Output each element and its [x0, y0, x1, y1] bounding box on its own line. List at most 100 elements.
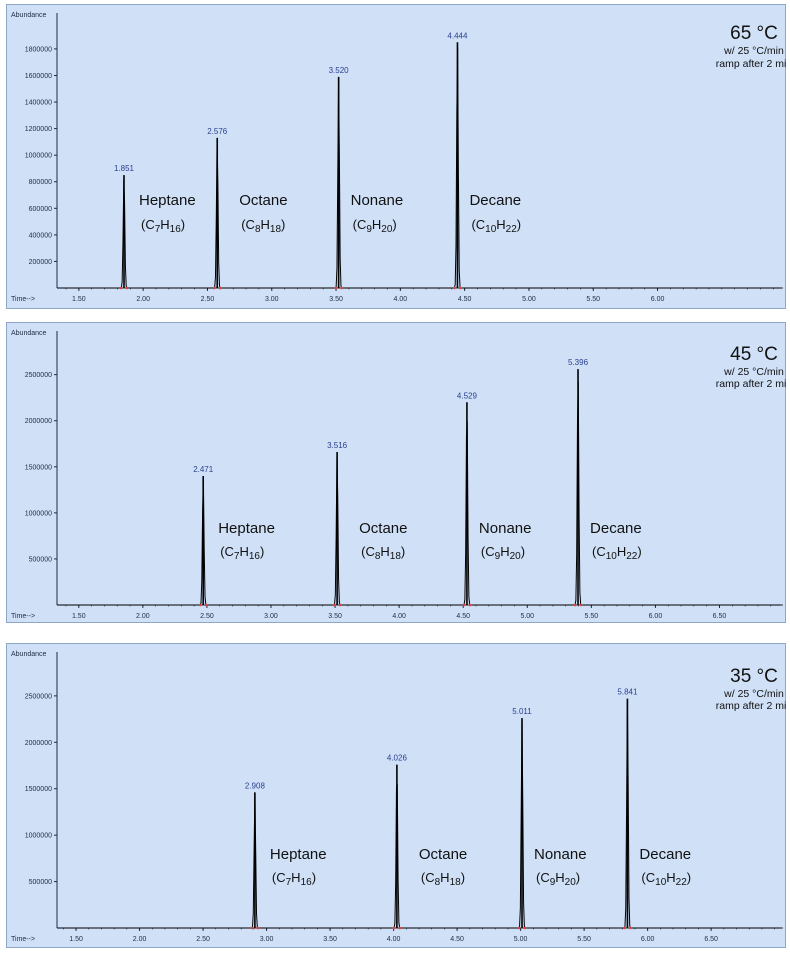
- peak-label: 5.011: [512, 707, 532, 716]
- oven-temperature: 45 °C: [730, 344, 778, 365]
- peak-start-marker: [453, 286, 456, 290]
- compound-formula: (C8H18): [421, 870, 465, 888]
- y-tick-label: 500000: [29, 879, 52, 886]
- x-tick-label: 4.00: [387, 936, 401, 943]
- peak-end-marker: [256, 926, 260, 930]
- peak-label: 2.576: [207, 127, 228, 136]
- peak-end-marker: [218, 286, 222, 290]
- peak-end-marker: [338, 603, 342, 607]
- oven-temperature: 35 °C: [730, 666, 778, 687]
- peak-start-marker: [517, 926, 521, 930]
- y-tick-label: 1000000: [25, 833, 52, 840]
- compound-formula: (C10H22): [592, 544, 642, 562]
- y-tick-label: 600000: [29, 206, 52, 213]
- peak-start-marker: [250, 926, 254, 930]
- x-tick-label: 5.00: [514, 936, 528, 943]
- compound-formula: (C8H18): [361, 544, 405, 562]
- x-tick-label: 5.50: [577, 936, 591, 943]
- x-tick-label: 5.50: [585, 613, 599, 620]
- compound-name: Decane: [590, 520, 642, 537]
- peak-end-marker: [204, 603, 208, 607]
- x-tick-label: 3.50: [328, 613, 342, 620]
- x-tick-label: 6.00: [651, 296, 665, 303]
- x-tick-label: 2.00: [136, 613, 150, 620]
- peak-label: 4.026: [387, 754, 408, 763]
- y-tick-label: 2500000: [25, 693, 52, 700]
- x-tick-label: 1.50: [72, 296, 86, 303]
- peak-label: 1.851: [114, 164, 135, 173]
- x-tick-label: 5.00: [522, 296, 536, 303]
- chromatogram-trace: [57, 381, 781, 606]
- peak-end-marker: [468, 603, 472, 607]
- y-tick-label: 500000: [29, 556, 52, 563]
- peak-label: 2.471: [193, 465, 214, 474]
- y-axis-title: Abundance: [11, 12, 47, 19]
- x-tick-label: 4.50: [458, 296, 472, 303]
- chart-svg: Abundance Time--> 200000 400000 600000 800000…: [11, 12, 787, 303]
- y-axis-title: Abundance: [11, 330, 47, 337]
- compound-name: Decane: [639, 846, 691, 863]
- x-tick-label: 3.50: [323, 936, 337, 943]
- peak-start-marker: [212, 286, 216, 290]
- compound-formula: (C10H22): [641, 870, 691, 888]
- compound-name: Decane: [469, 192, 521, 209]
- y-tick-label: 1800000: [25, 46, 52, 53]
- compound-formula: (C9H20): [481, 544, 525, 562]
- compound-formula: (C7H16): [141, 217, 185, 235]
- peak-start-marker: [334, 286, 337, 290]
- y-tick-label: 1000000: [25, 510, 52, 517]
- chromatogram-trace: [57, 47, 781, 289]
- y-tick-label: 2500000: [25, 372, 52, 379]
- x-tick-label: 5.50: [586, 296, 600, 303]
- compound-name: Nonane: [534, 846, 587, 863]
- compound-name: Heptane: [218, 520, 275, 537]
- chromatogram-panel-65c: Abundance Time--> 200000 400000 600000 800000…: [6, 4, 787, 309]
- compound-formula: (C9H20): [536, 870, 580, 888]
- x-axis-title: Time-->: [11, 936, 35, 943]
- ramp-rate: w/ 25 °C/min: [723, 45, 784, 57]
- peak-start-marker: [119, 286, 123, 290]
- x-axis-title: Time-->: [11, 296, 35, 303]
- x-tick-label: 2.50: [201, 296, 215, 303]
- compound-name: Nonane: [479, 520, 532, 537]
- peak-end-marker: [398, 926, 402, 930]
- chromatogram-panel-45c: Abundance Time--> 500000 1000000 1500000 2000…: [6, 322, 787, 623]
- chromatogram-trace: [57, 700, 781, 929]
- peak-end-marker: [125, 286, 129, 290]
- ramp-delay: ramp after 2 min: [716, 58, 787, 70]
- ramp-rate: w/ 25 °C/min: [723, 688, 784, 700]
- compound-name: Octane: [239, 192, 287, 209]
- x-tick-label: 4.00: [394, 296, 408, 303]
- compound-name: Octane: [419, 846, 467, 863]
- y-tick-label: 1500000: [25, 464, 52, 471]
- ramp-delay: ramp after 2 min: [716, 700, 787, 712]
- y-tick-label: 2000000: [25, 740, 52, 747]
- peak-label: 5.396: [568, 358, 589, 367]
- peak-end-marker: [579, 603, 583, 607]
- peak-start-marker: [198, 603, 202, 607]
- chart-svg: Abundance Time--> 500000 1000000 1500000 2000…: [11, 651, 787, 943]
- y-tick-label: 2000000: [25, 418, 52, 425]
- oven-temperature: 65 °C: [730, 23, 778, 44]
- y-tick-label: 1500000: [25, 786, 52, 793]
- x-tick-label: 4.00: [392, 613, 406, 620]
- x-axis-title: Time-->: [11, 613, 35, 620]
- y-tick-label: 400000: [29, 232, 52, 239]
- y-tick-label: 1600000: [25, 73, 52, 80]
- peak-start-marker: [392, 926, 396, 930]
- y-tick-label: 1000000: [25, 153, 52, 160]
- x-tick-label: 3.00: [264, 613, 278, 620]
- peak-start-marker: [573, 603, 577, 607]
- compound-name: Heptane: [139, 192, 196, 209]
- peak-start-marker: [623, 926, 626, 930]
- x-tick-label: 6.50: [713, 613, 727, 620]
- x-tick-label: 2.00: [136, 296, 150, 303]
- y-axis-title: Abundance: [11, 651, 47, 658]
- compound-name: Heptane: [270, 846, 327, 863]
- peak-start-marker: [332, 603, 336, 607]
- chromatogram-panel-35c: Abundance Time--> 500000 1000000 1500000 2000…: [6, 643, 787, 948]
- ramp-rate: w/ 25 °C/min: [723, 366, 784, 378]
- compound-name: Octane: [359, 520, 407, 537]
- peak-label: 4.529: [457, 391, 478, 400]
